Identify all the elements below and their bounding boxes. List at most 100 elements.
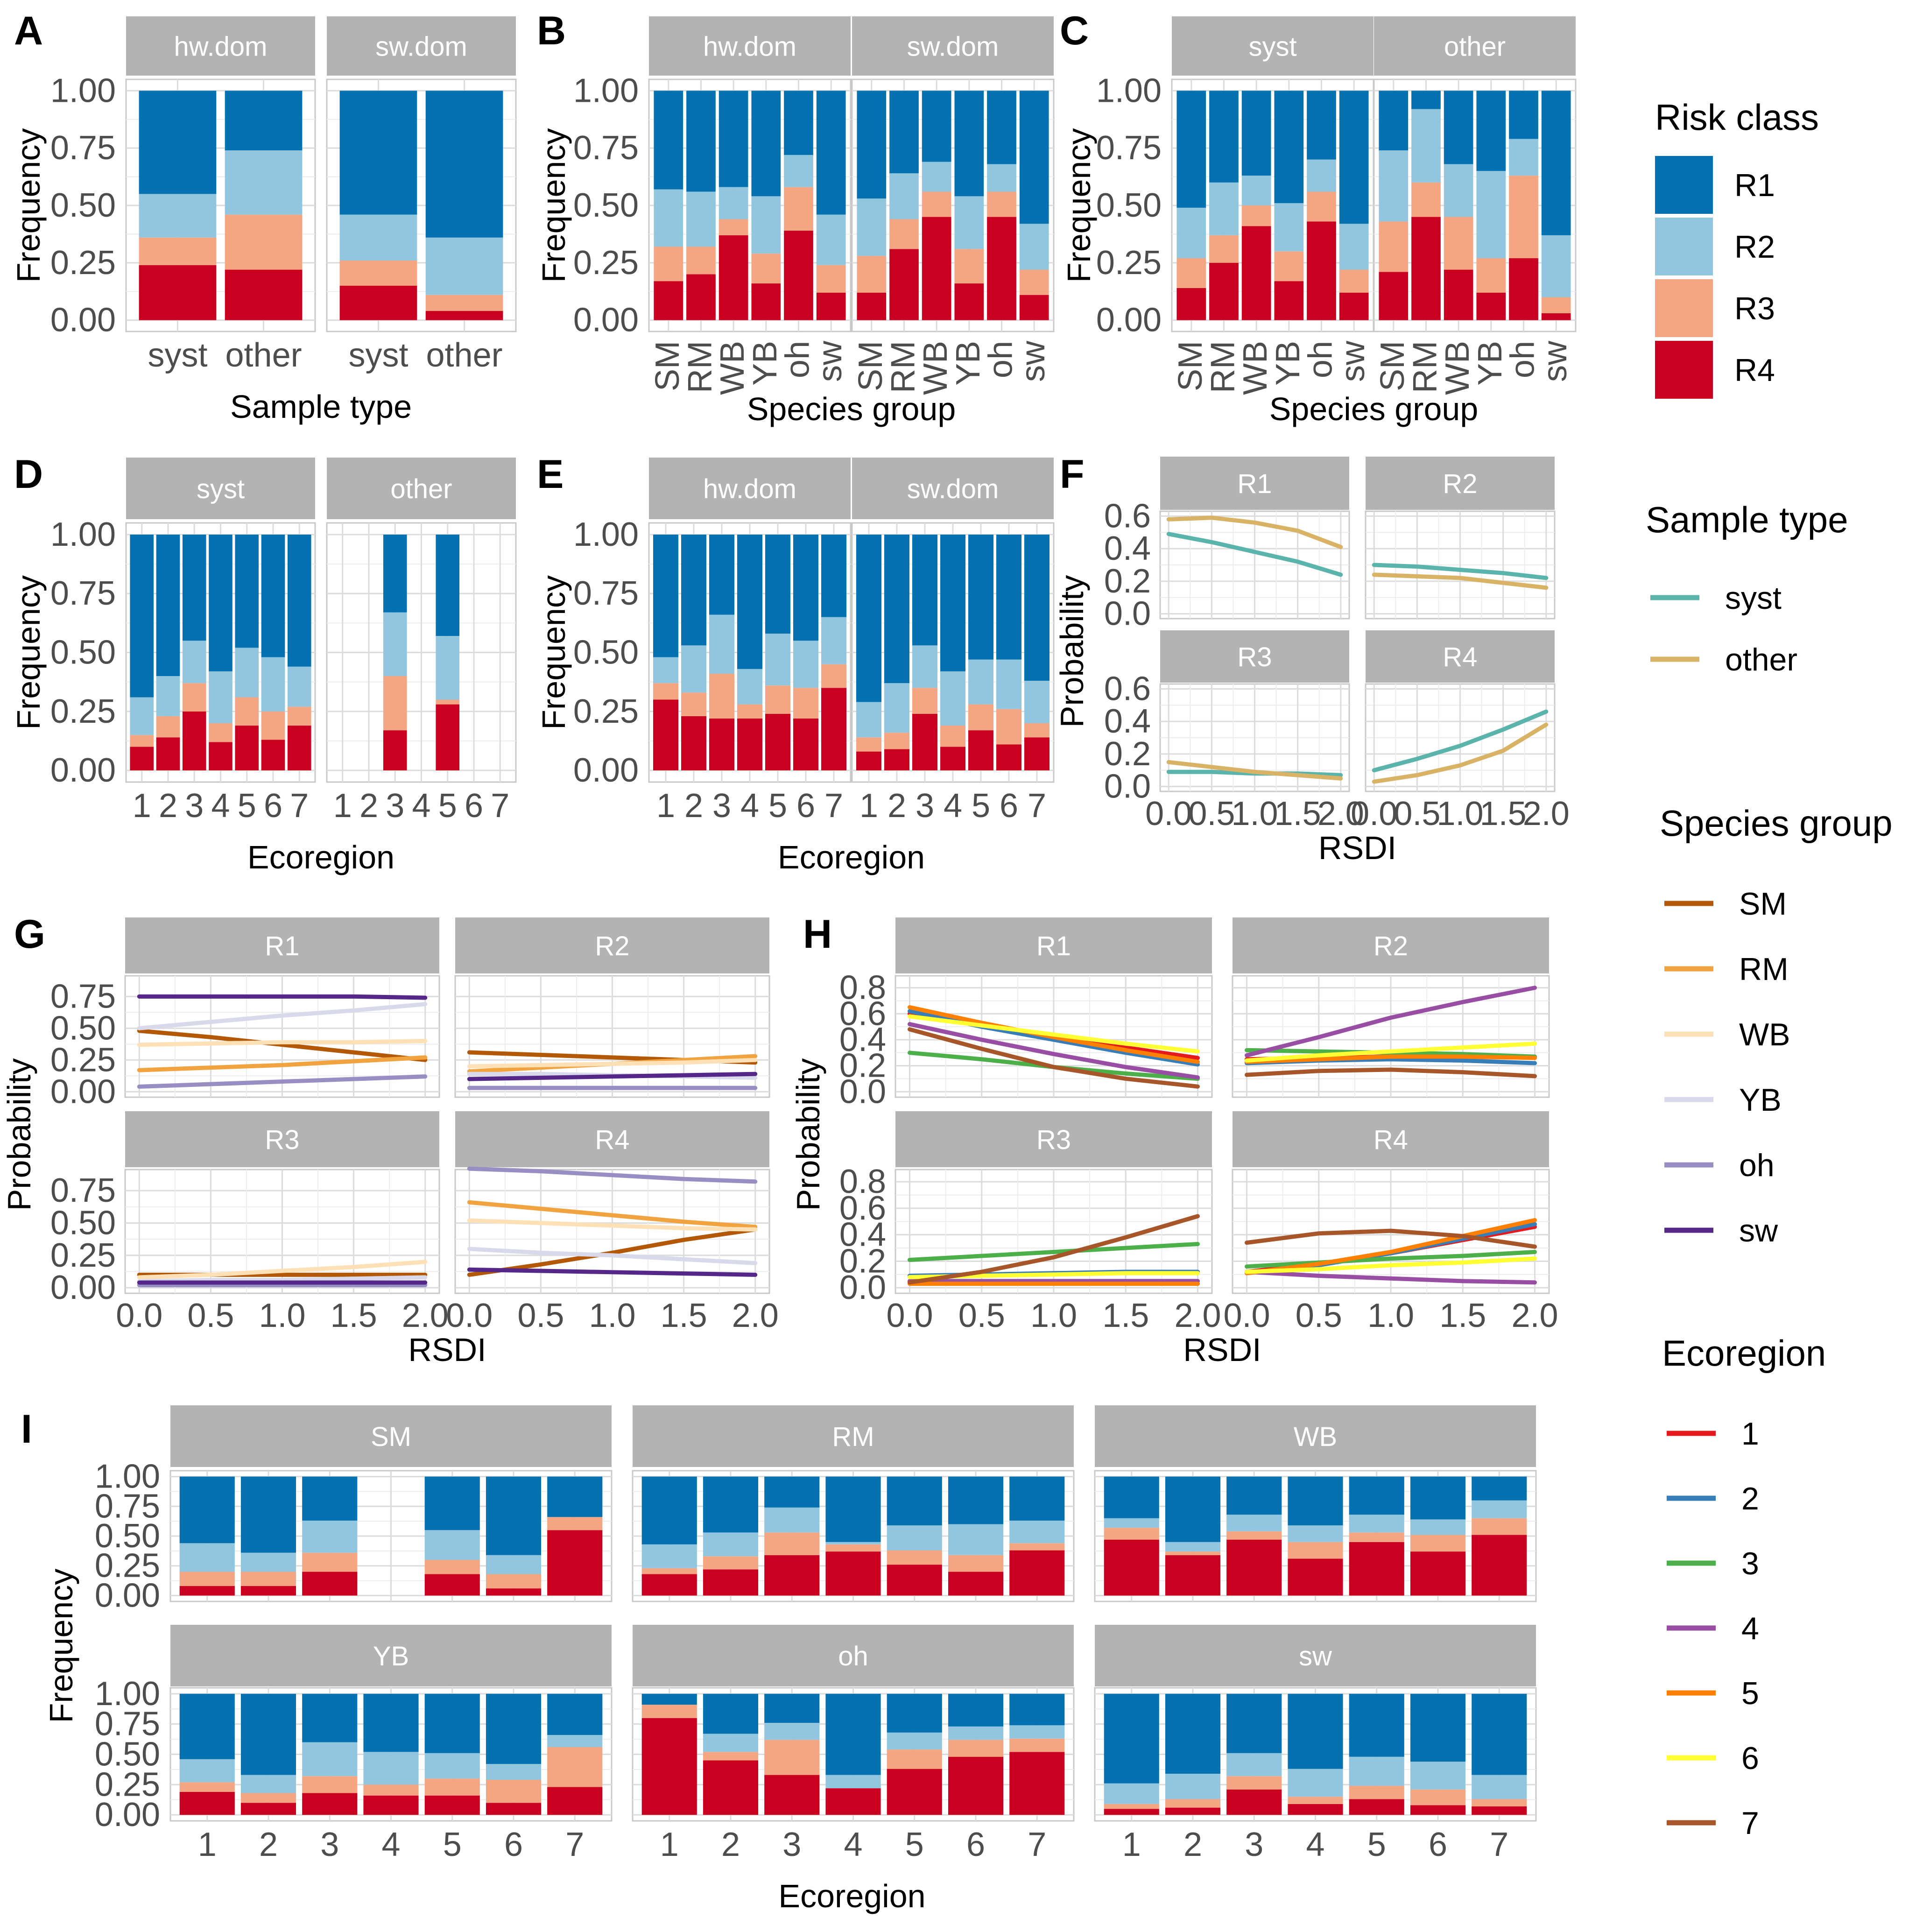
legend-label: other bbox=[1725, 642, 1797, 677]
bar-R4 bbox=[182, 711, 206, 771]
x-axis-title: Sample type bbox=[230, 388, 412, 425]
y-tick-label: 0.6 bbox=[1104, 670, 1151, 707]
y-axis-title: Probability bbox=[1, 1058, 37, 1211]
bar-R1 bbox=[641, 1693, 697, 1705]
y-tick-label: 0.25 bbox=[50, 244, 116, 282]
bar-R1 bbox=[764, 1476, 820, 1508]
bar-R2 bbox=[156, 676, 180, 716]
panel-letter: D bbox=[14, 452, 43, 497]
bar-R2 bbox=[793, 641, 818, 688]
bar-R1 bbox=[856, 534, 881, 702]
bar-R1 bbox=[547, 1693, 603, 1735]
bar-R2 bbox=[225, 150, 303, 215]
bar-R1 bbox=[922, 91, 951, 162]
bar-R1 bbox=[718, 91, 748, 187]
x-tick-label: 2.0 bbox=[1174, 1297, 1221, 1334]
bar-R4 bbox=[703, 1760, 759, 1815]
y-tick-label: 0.25 bbox=[573, 693, 639, 730]
bar-R3 bbox=[1165, 1799, 1221, 1808]
bar-R3 bbox=[1509, 176, 1538, 259]
x-tick-label: 1.0 bbox=[1030, 1297, 1077, 1334]
legend-label: 5 bbox=[1741, 1676, 1759, 1711]
y-tick-label: 1.00 bbox=[95, 1458, 160, 1495]
bar-R4 bbox=[641, 1574, 697, 1596]
bar-R4 bbox=[363, 1795, 419, 1815]
series-line-YB bbox=[137, 1002, 428, 1030]
y-axis-title: Frequency bbox=[535, 575, 572, 730]
panel-letter: C bbox=[1060, 8, 1089, 53]
bar-R3 bbox=[1472, 1518, 1527, 1535]
bar-R3 bbox=[436, 699, 460, 705]
bar-R4 bbox=[139, 265, 217, 320]
bar-R3 bbox=[383, 676, 407, 731]
bar-R1 bbox=[857, 91, 887, 199]
x-tick-label: 6 bbox=[1000, 787, 1018, 825]
bar-R4 bbox=[1241, 226, 1271, 320]
bar-R3 bbox=[765, 685, 790, 714]
bar-R3 bbox=[793, 688, 818, 719]
bar-R2 bbox=[889, 173, 919, 219]
bar-R2 bbox=[235, 648, 259, 698]
y-tick-label: 0.8 bbox=[839, 969, 886, 1007]
bar-R4 bbox=[1226, 1539, 1282, 1596]
y-tick-label: 0.00 bbox=[50, 752, 116, 789]
y-tick-label: 0.50 bbox=[573, 634, 639, 671]
bar-R4 bbox=[681, 716, 706, 771]
bar-R1 bbox=[1541, 91, 1571, 235]
legend-label: 7 bbox=[1741, 1805, 1759, 1841]
y-tick-label: 0.4 bbox=[1104, 530, 1151, 567]
x-tick-label: 5 bbox=[972, 787, 990, 825]
panel-letter: B bbox=[537, 8, 566, 53]
bar-R3 bbox=[821, 664, 846, 688]
facet-strip bbox=[327, 16, 516, 76]
y-tick-label: 0.4 bbox=[1104, 703, 1151, 740]
bar-R3 bbox=[182, 683, 206, 712]
bar-R3 bbox=[856, 737, 881, 752]
bar-R2 bbox=[948, 1726, 1004, 1740]
bar-R2 bbox=[182, 641, 206, 684]
bar-R1 bbox=[179, 1693, 235, 1759]
bar-R1 bbox=[968, 534, 993, 660]
bar-R2 bbox=[1176, 207, 1206, 259]
series-line-7 bbox=[908, 1214, 1200, 1285]
bar-R4 bbox=[889, 249, 919, 320]
y-tick-label: 0.00 bbox=[573, 752, 639, 789]
x-tick-label: oh bbox=[1302, 341, 1339, 378]
facet-strip-label: oh bbox=[838, 1641, 868, 1671]
bar-R3 bbox=[339, 260, 417, 286]
bar-R1 bbox=[156, 534, 180, 677]
facet-strip bbox=[126, 458, 315, 519]
legend-label: 1 bbox=[1741, 1416, 1759, 1452]
bar-R4 bbox=[1165, 1555, 1221, 1596]
bar-R1 bbox=[1476, 91, 1506, 171]
bar-R3 bbox=[912, 688, 937, 714]
facet-strip-label: R4 bbox=[1374, 1125, 1408, 1155]
bar-R4 bbox=[825, 1551, 881, 1596]
x-tick-label: 3 bbox=[185, 787, 204, 825]
x-tick-label: 1.0 bbox=[1367, 1297, 1414, 1334]
bar-R2 bbox=[179, 1543, 235, 1572]
facet-strip-label: other bbox=[1444, 32, 1506, 62]
bar-R1 bbox=[821, 534, 846, 617]
facet-strip bbox=[126, 16, 315, 76]
bar-R1 bbox=[1104, 1476, 1159, 1518]
bar-R3 bbox=[968, 704, 993, 731]
series-line-sw bbox=[137, 994, 428, 1000]
bar-R4 bbox=[765, 713, 790, 771]
bar-R3 bbox=[887, 1550, 942, 1565]
y-tick-label: 0.75 bbox=[50, 129, 116, 167]
bar-R1 bbox=[424, 1476, 480, 1530]
y-tick-label: 0.6 bbox=[839, 1190, 886, 1227]
x-tick-label: 1 bbox=[656, 787, 675, 825]
x-tick-label: sw bbox=[1334, 340, 1372, 382]
bar-R2 bbox=[424, 1753, 480, 1779]
bar-R2 bbox=[912, 645, 937, 688]
y-tick-label: 0.6 bbox=[1104, 497, 1151, 535]
bar-R3 bbox=[1410, 1535, 1466, 1552]
bar-R1 bbox=[1165, 1476, 1221, 1542]
y-axis-title: Frequency bbox=[10, 128, 47, 283]
bar-R4 bbox=[424, 1795, 480, 1815]
bar-R4 bbox=[887, 1565, 942, 1596]
facet-strip-label: R2 bbox=[1374, 931, 1408, 961]
bar-R4 bbox=[987, 217, 1016, 320]
